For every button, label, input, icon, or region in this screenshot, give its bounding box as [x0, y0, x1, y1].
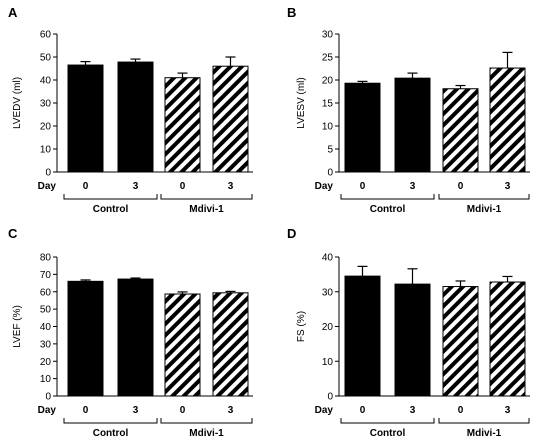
y-tick-label: 0 [45, 392, 51, 403]
group-bracket [340, 194, 435, 200]
panel-letter: C [8, 226, 18, 241]
bar [67, 64, 104, 173]
group-label: Control [370, 204, 406, 215]
bar [212, 65, 249, 173]
x-tick-label: 0 [83, 405, 89, 416]
x-tick-label: 0 [458, 405, 464, 416]
y-tick-label: 20 [40, 357, 52, 368]
bar [67, 280, 104, 397]
x-tick-label: 0 [83, 181, 89, 192]
x-tick-label: 3 [410, 405, 416, 416]
x-tick-label: 3 [133, 405, 139, 416]
y-tick-label: 10 [322, 122, 334, 133]
x-row-label: Day [38, 405, 57, 416]
y-tick-label: 5 [327, 145, 333, 156]
y-tick-label: 25 [322, 53, 334, 64]
group-bracket [63, 418, 158, 424]
y-axis-label: FS (%) [296, 311, 307, 342]
bar [212, 292, 249, 397]
x-tick-label: 0 [360, 405, 366, 416]
group-bracket [340, 418, 435, 424]
group-label: Control [93, 204, 129, 215]
y-tick-label: 40 [40, 322, 52, 333]
x-tick-label: 3 [228, 405, 234, 416]
bar [442, 88, 479, 173]
group-label: Mdivi-1 [189, 204, 224, 215]
group-bracket [438, 418, 530, 424]
bar [489, 281, 526, 397]
y-axis-label: LVESV (ml) [296, 77, 307, 129]
group-bracket [160, 194, 253, 200]
y-axis-label: LVEDV (ml) [12, 77, 23, 129]
y-tick-label: 15 [322, 99, 334, 110]
y-tick-label: 30 [40, 99, 52, 110]
bar [394, 77, 431, 173]
y-tick-label: 30 [322, 30, 334, 41]
x-tick-label: 3 [410, 181, 416, 192]
bar [394, 283, 431, 397]
x-tick-label: 3 [505, 181, 511, 192]
x-row-label: Day [315, 405, 334, 416]
group-bracket [63, 194, 158, 200]
x-tick-label: 3 [505, 405, 511, 416]
y-tick-label: 30 [40, 339, 52, 350]
y-tick-label: 70 [40, 270, 52, 281]
y-tick-label: 0 [327, 168, 333, 179]
y-tick-label: 20 [322, 322, 334, 333]
bar [164, 77, 201, 173]
x-row-label: Day [315, 181, 334, 192]
x-tick-label: 0 [180, 181, 186, 192]
panel-letter: D [287, 226, 296, 241]
y-tick-label: 10 [40, 374, 52, 385]
y-axis-label: LVEF (%) [12, 305, 23, 348]
y-tick-label: 20 [322, 76, 334, 87]
bar [344, 275, 381, 397]
y-tick-label: 0 [327, 392, 333, 403]
y-tick-label: 50 [40, 53, 52, 64]
group-label: Mdivi-1 [467, 204, 502, 215]
group-label: Mdivi-1 [467, 428, 502, 439]
panel-letter: B [287, 5, 296, 20]
bar [164, 293, 201, 397]
y-tick-label: 40 [322, 253, 334, 264]
bar [442, 286, 479, 397]
x-tick-label: 0 [180, 405, 186, 416]
group-label: Control [370, 428, 406, 439]
bar [117, 278, 154, 397]
y-tick-label: 60 [40, 30, 52, 41]
x-row-label: Day [38, 181, 57, 192]
group-bracket [160, 418, 253, 424]
group-label: Control [93, 428, 129, 439]
y-tick-label: 10 [40, 145, 52, 156]
panel-letter: A [8, 5, 18, 20]
bar [117, 61, 154, 173]
x-tick-label: 3 [228, 181, 234, 192]
group-bracket [438, 194, 530, 200]
group-label: Mdivi-1 [189, 428, 224, 439]
y-tick-label: 40 [40, 76, 52, 87]
y-tick-label: 20 [40, 122, 52, 133]
y-tick-label: 50 [40, 305, 52, 316]
y-tick-label: 0 [45, 168, 51, 179]
bar [344, 82, 381, 173]
x-tick-label: 0 [360, 181, 366, 192]
bar [489, 67, 526, 173]
y-tick-label: 10 [322, 357, 334, 368]
x-tick-label: 3 [133, 181, 139, 192]
y-tick-label: 80 [40, 253, 52, 264]
x-tick-label: 0 [458, 181, 464, 192]
y-tick-label: 30 [322, 287, 334, 298]
y-tick-label: 60 [40, 287, 52, 298]
